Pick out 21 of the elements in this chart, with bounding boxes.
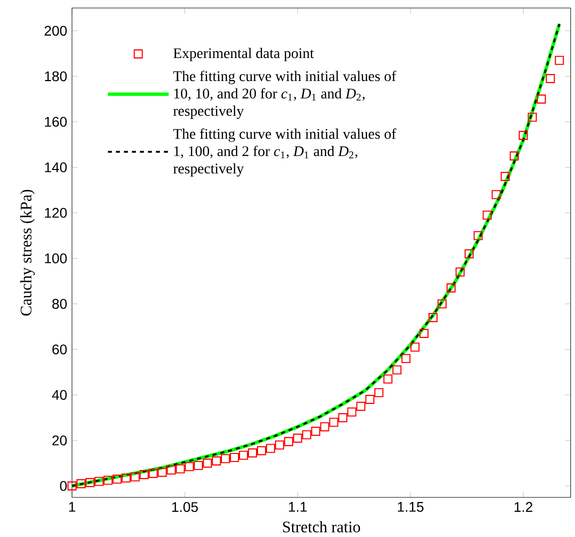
x-tick-label: 1 [69,502,76,512]
y-tick-label: 0 [60,481,67,491]
y-tick-label: 80 [52,298,67,309]
text: The fitting curve with initial values of 1, 100, and 2 for c$_{1}$, D$_{1}$ and D$_{2}$, respectively [173,128,396,177]
y-tick-label: 120 [45,208,67,218]
y-tick-label: 20 [52,435,67,446]
y-tick-label: 100 [45,253,67,264]
y-tick-label: 200 [44,26,67,36]
y-tick-label: 160 [45,116,67,127]
y-axis-title: Cauchy stress (kPa) [20,190,35,316]
y-tick-label: 180 [45,71,67,82]
y-tick-label: 60 [52,344,67,354]
x-axis-title: Stretch ratio [283,521,360,532]
x-tick-label: 1.15 [398,502,424,512]
x-tick-label: 1.05 [172,502,198,512]
y-tick-label: 140 [45,162,67,172]
x-tick-label: 1.1 [288,502,307,512]
legend-label: Experimental data point [173,48,314,62]
y-tick-label: 40 [52,390,67,400]
text: The fitting curve with initial values of 10, 10, and 20 for c$_{1}$, D$_{1}$ and D$_{2}$, respectively [173,70,396,119]
x-tick-label: 1.2 [514,502,532,512]
